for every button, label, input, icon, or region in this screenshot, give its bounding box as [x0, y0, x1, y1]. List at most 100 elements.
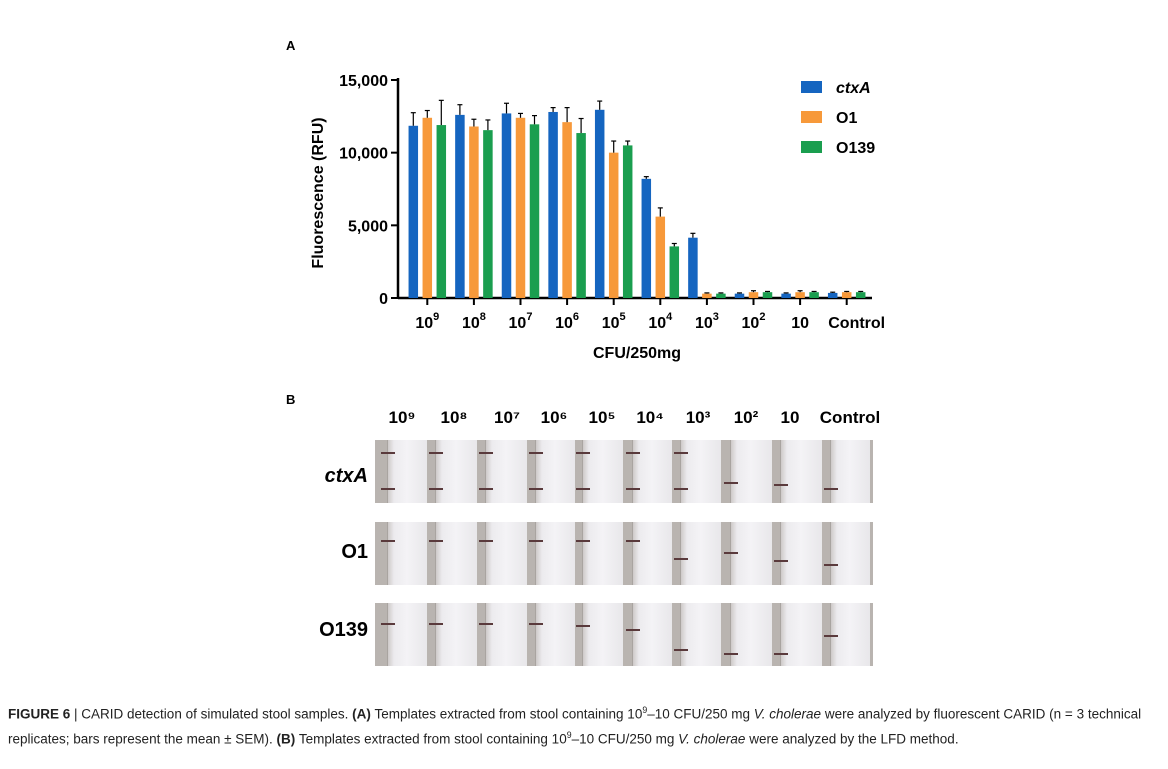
- x-tick-label: 102: [742, 311, 766, 332]
- lfd-test-line: [381, 452, 395, 454]
- bar-o139: [855, 292, 866, 298]
- lfd-strip: [381, 522, 427, 585]
- lfd-strip: [479, 440, 527, 503]
- y-tick-label: 15,000: [339, 73, 388, 90]
- bar-o139: [716, 293, 726, 298]
- bar-ctxa: [688, 237, 698, 298]
- lfd-strip: [626, 522, 672, 585]
- caption-b-sup: 9: [566, 729, 572, 740]
- x-tick-label: 109: [415, 311, 439, 332]
- lfd-test-line: [576, 488, 590, 490]
- lfd-test-line: [576, 452, 590, 454]
- lfd-test-line: [479, 623, 493, 625]
- lfd-strip: [824, 603, 870, 666]
- bar-o139: [529, 124, 540, 299]
- lfd-test-line: [429, 488, 443, 490]
- bar-o139: [622, 145, 633, 298]
- x-tick-label: 10: [791, 315, 809, 332]
- caption-figure-number: FIGURE 6: [8, 706, 71, 722]
- lfd-test-line: [429, 452, 443, 454]
- lfd-test-line: [576, 625, 590, 627]
- lfd-strip: [774, 522, 822, 585]
- bar-o1: [515, 117, 526, 298]
- lfd-test-line: [724, 552, 738, 554]
- bar-o1: [469, 126, 479, 298]
- lfd-strip: [674, 440, 721, 503]
- lfd-strip: [724, 522, 772, 585]
- lfd-col-label: 10⁵: [588, 408, 616, 427]
- caption-a-marker: (A): [352, 706, 371, 722]
- lfd-strip: [774, 440, 822, 503]
- caption-species-b: V. cholerae: [678, 731, 746, 746]
- lfd-strip-row-o1: [375, 522, 873, 585]
- lfd-test-line: [824, 564, 838, 566]
- bar-o139: [762, 292, 773, 298]
- lfd-strip: [724, 603, 772, 666]
- lfd-test-line: [479, 488, 493, 490]
- bar-ctxa: [408, 125, 419, 298]
- lfd-row-label-ctxa: ctxA: [324, 465, 368, 487]
- lfd-strip: [429, 440, 477, 503]
- lfd-strip: [576, 603, 623, 666]
- lfd-test-line: [774, 653, 788, 655]
- x-tick-label: 104: [648, 311, 673, 332]
- lfd-test-line: [626, 452, 640, 454]
- bar-o1: [841, 292, 852, 298]
- y-tick-label: 10,000: [339, 146, 388, 163]
- bar-o139: [483, 130, 493, 298]
- legend-swatch-o139: [801, 141, 822, 153]
- lfd-col-label: 10⁷: [494, 408, 520, 427]
- lfd-test-line: [529, 623, 543, 625]
- lfd-strip-row-ctxa: [375, 440, 873, 503]
- lfd-test-line: [724, 482, 738, 484]
- lfd-strip: [626, 440, 672, 503]
- lfd-test-line: [674, 558, 688, 560]
- legend-label-o1: O1: [836, 110, 857, 127]
- lfd-test-line: [674, 488, 688, 490]
- figure-caption: FIGURE 6 | CARID detection of simulated …: [8, 700, 1163, 749]
- lfd-test-line: [626, 629, 640, 631]
- lfd-strip: [674, 522, 721, 585]
- caption-b-text-2: –10 CFU/250 mg: [571, 731, 679, 746]
- lfd-test-line: [626, 540, 640, 542]
- lfd-strip: [429, 603, 477, 666]
- lfd-test-line: [381, 623, 395, 625]
- caption-a-text-1: Templates extracted from stool containin…: [374, 706, 643, 722]
- bar-o139: [669, 246, 680, 298]
- lfd-strip: [529, 440, 575, 503]
- legend-swatch-ctxa: [801, 81, 822, 93]
- lfd-strip: [529, 603, 575, 666]
- lfd-strip: [381, 603, 427, 666]
- lfd-col-label: 10²: [733, 408, 759, 427]
- lfd-strip: [576, 522, 623, 585]
- lfd-test-line: [824, 488, 838, 490]
- y-tick-label: 0: [379, 291, 388, 308]
- legend-label-ctxa: ctxA: [836, 80, 871, 97]
- legend-label-o139: O139: [836, 140, 875, 157]
- bar-ctxa: [594, 109, 605, 298]
- lfd-test-line: [576, 540, 590, 542]
- lfd-strip: [626, 603, 672, 666]
- x-axis-title: CFU/250mg: [593, 345, 681, 362]
- x-tick-label: 106: [555, 311, 579, 332]
- caption-title: CARID detection of simulated stool sampl…: [81, 706, 349, 722]
- bar-chart: 0 5,000 10,000 15,000 Fluorescence (RFU) 109 1…: [310, 73, 885, 362]
- lfd-strip: [674, 603, 721, 666]
- bar-ctxa: [455, 114, 465, 298]
- caption-b-text-1: Templates extracted from stool containin…: [298, 731, 567, 746]
- bar-o1: [655, 216, 666, 298]
- lfd-test-line: [529, 488, 543, 490]
- lfd-row-label-o1: O1: [341, 541, 368, 563]
- lfd-test-line: [674, 452, 688, 454]
- lfd-strip: [824, 522, 870, 585]
- y-tick-label: 5,000: [348, 218, 388, 235]
- lfd-strip: [381, 440, 427, 503]
- lfd-test-line: [429, 540, 443, 542]
- bar-ctxa: [734, 293, 745, 298]
- lfd-col-label: Control: [819, 408, 881, 427]
- lfd-test-line: [429, 623, 443, 625]
- lfd-test-line: [529, 540, 543, 542]
- lfd-col-label: 10: [780, 408, 800, 427]
- bar-o139: [809, 292, 819, 298]
- lfd-col-label: 10⁸: [440, 408, 468, 427]
